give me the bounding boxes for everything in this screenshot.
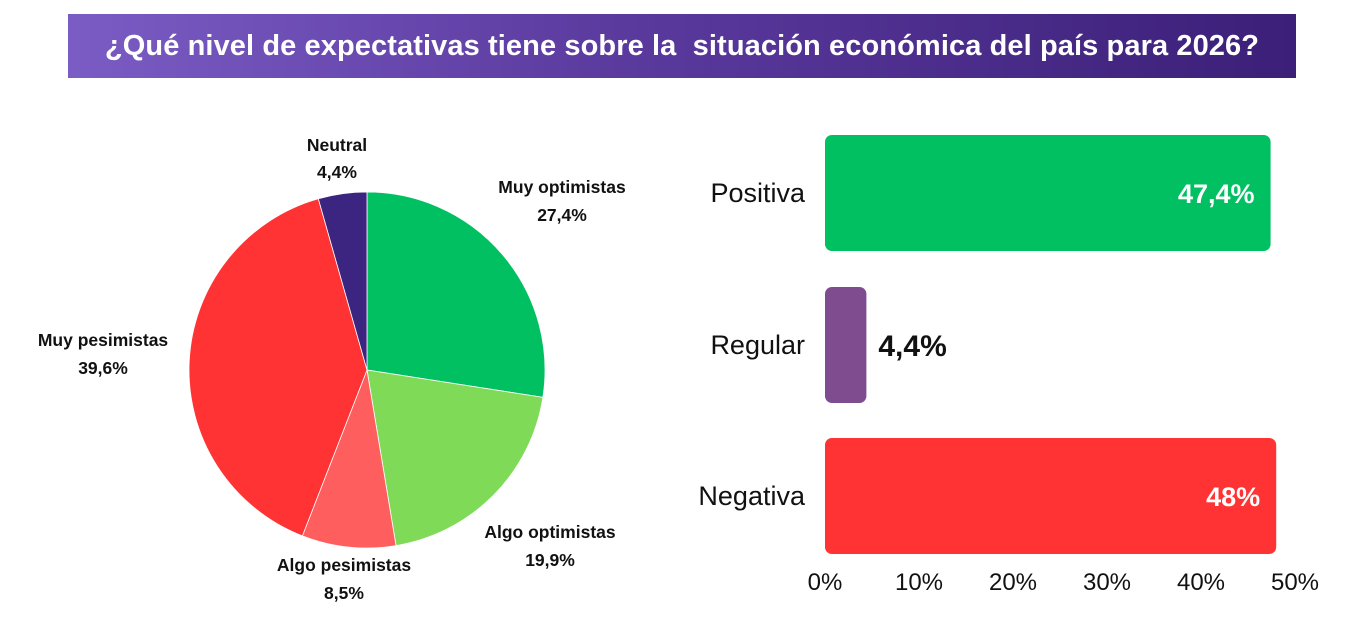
pie-slice-muy-optimistas [366,191,546,398]
x-tick-label: 30% [1083,569,1131,596]
pie-slice-algo-pesimistas [301,368,397,549]
pie-value-algo-pesimistas: 8,5% [324,583,364,603]
pie-slice-algo-optimistas [366,369,544,547]
bar-value-regular: 4,4% [878,330,946,363]
x-tick-label: 0% [808,569,843,596]
pie-label-algo-optimistas: Algo optimistas [484,522,616,542]
x-tick-label: 40% [1177,569,1225,596]
pie-value-neutral: 4,4% [317,162,357,182]
pie-slice-neutral [317,191,368,371]
bar-positiva [825,135,1271,251]
pie-label-muy-optimistas: Muy optimistas [498,177,626,197]
pie-value-muy-pesimistas: 39,6% [78,358,128,378]
x-tick-label: 50% [1271,569,1319,596]
bar-chart: Positiva 47,4% Regular 4,4% Negativa 48% 0% 10%… [698,135,1319,596]
pie-label-algo-pesimistas: Algo pesimistas [277,555,411,575]
x-tick-label: 10% [895,569,943,596]
bar-value-positiva: 47,4% [1178,179,1255,209]
bar-regular [825,287,867,403]
pie-value-muy-optimistas: 27,4% [537,205,587,225]
pie-label-muy-pesimistas: Muy pesimistas [38,330,169,350]
pie-value-algo-optimistas: 19,9% [525,550,575,570]
bar-negativa [825,438,1277,554]
pie-label-neutral: Neutral [307,135,367,155]
bar-category-negativa: Negativa [698,481,806,511]
pie-slice-muy-pesimistas [188,198,368,537]
bar-category-regular: Regular [710,330,805,360]
bar-value-negativa: 48% [1206,482,1260,512]
bar-category-positiva: Positiva [710,178,806,208]
x-tick-label: 20% [989,569,1037,596]
pie-chart: Muy optimistas 27,4% Algo optimistas 19,9% A… [38,135,626,603]
chart-title: ¿Qué nivel de expectativas tiene sobre l… [68,14,1296,78]
